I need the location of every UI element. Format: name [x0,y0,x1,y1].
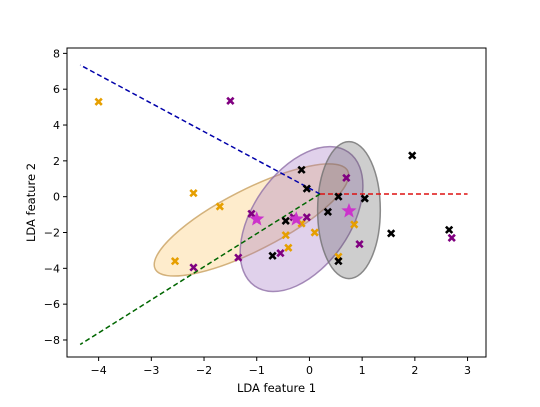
y-tick-label: −8 [44,334,60,347]
y-tick-label: 6 [53,83,60,96]
y-tick-label: −4 [44,262,60,275]
data-point-s2-4 [247,209,256,218]
class-center-star-2 [288,211,304,226]
data-point-s1-2 [189,188,198,198]
data-point-s1-4 [215,202,224,211]
data-point-s1-9 [310,228,319,237]
y-tick-label: 8 [53,47,60,60]
y-tick-label: 0 [53,191,60,204]
data-point-s3-8 [360,194,369,203]
y-axis-ticks: −8 −6 −4 −2 0 2 4 6 8 [44,47,67,347]
x-tick-label: 3 [464,364,471,377]
x-tick-label: 2 [411,364,418,377]
y-tick-label: 4 [53,119,60,132]
data-point-s1-6 [281,231,290,240]
data-point-s2-1 [226,96,235,105]
data-point-s3-9 [387,229,396,238]
x-tick-label: 1 [359,364,366,377]
data-point-s1-7 [284,243,293,252]
data-point-s2-3 [234,253,243,262]
data-point-s3-6 [334,192,343,201]
data-point-s3-2 [281,216,290,225]
data-point-s2-8 [342,173,351,182]
decision-lines-layer [79,64,468,346]
x-tick-label: −2 [196,364,212,377]
data-point-s3-7 [334,257,343,266]
class-center-star-3 [341,203,357,218]
data-point-s2-5 [276,248,285,258]
data-point-s3-11 [444,225,454,234]
boundary-line-green [79,193,321,346]
x-tick-label: −3 [143,364,159,377]
data-point-s1-1 [94,97,103,106]
x-axis-ticks: −4 −3 −2 −1 0 1 2 3 [91,357,471,377]
data-point-s3-4 [302,184,311,193]
x-tick-label: −1 [249,364,265,377]
data-point-s3-3 [297,165,306,174]
boundary-line-blue [79,64,321,195]
data-point-s1-3 [170,257,180,266]
data-point-s1-11 [350,220,359,229]
centers-layer [249,203,357,226]
y-tick-label: 2 [53,155,60,168]
x-tick-label: 0 [306,364,313,377]
ellipses-layer [153,140,382,293]
y-tick-label: −6 [44,298,60,311]
data-point-s3-5 [323,207,333,217]
x-tick-label: −4 [91,364,107,377]
data-point-s3-10 [408,151,417,160]
data-point-s2-2 [189,263,198,272]
class-center-star-1 [249,211,265,226]
data-point-s2-10 [447,233,456,242]
data-point-s3-1 [268,251,277,260]
class-ellipse-1 [153,163,350,277]
plot-frame [66,47,487,358]
data-point-s2-9 [355,240,364,249]
y-axis-label: LDA feature 2 [24,163,38,242]
data-point-s2-7 [302,213,311,222]
x-axis-label: LDA feature 1 [237,381,316,395]
y-tick-label: −2 [44,227,60,240]
